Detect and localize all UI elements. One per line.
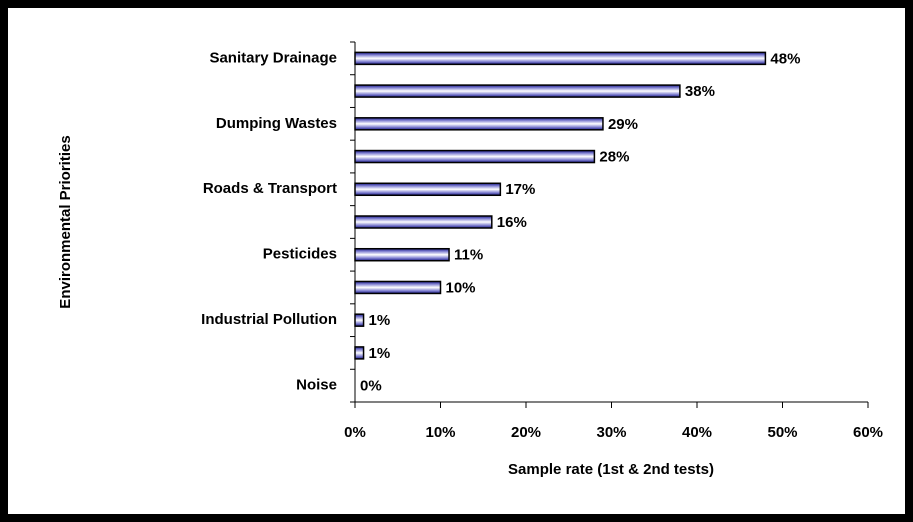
bar (354, 84, 681, 98)
x-tick-label: 40% (682, 424, 712, 441)
bar (354, 182, 502, 197)
bar (354, 51, 767, 66)
x-tick-label: 10% (425, 424, 455, 441)
value-label: 1% (369, 312, 391, 329)
value-label: 10% (446, 279, 476, 296)
bar (354, 149, 596, 164)
value-label: 28% (599, 149, 629, 166)
x-tick-label: 50% (767, 424, 797, 441)
y-tick-label: Noise (296, 377, 337, 394)
value-label: 38% (685, 83, 715, 100)
x-tick-label: 30% (596, 424, 626, 441)
bar (354, 215, 493, 229)
value-label: 0% (360, 378, 382, 395)
y-tick-label: Roads & Transport (203, 180, 337, 197)
value-label: 16% (497, 214, 527, 231)
y-axis-title: Environmental Priorities (57, 135, 74, 308)
x-axis-title: Sample rate (1st & 2nd tests) (508, 461, 714, 478)
value-label: 17% (505, 181, 535, 198)
bar (354, 247, 450, 262)
value-label: 11% (454, 247, 483, 264)
x-tick-label: 0% (344, 424, 366, 441)
y-tick-label: Sanitary Drainage (209, 49, 337, 66)
value-label: 29% (608, 116, 638, 133)
bar (354, 346, 365, 360)
value-label: 1% (369, 345, 391, 362)
x-tick-label: 20% (511, 424, 541, 441)
y-tick-label: Dumping Wastes (216, 115, 337, 132)
y-tick-label: Pesticides (263, 246, 337, 263)
bar (354, 313, 365, 327)
x-tick-label: 60% (853, 424, 883, 441)
bar (354, 117, 604, 131)
bar (354, 280, 442, 295)
y-tick-label: Industrial Pollution (201, 311, 337, 328)
value-label: 48% (770, 50, 800, 67)
